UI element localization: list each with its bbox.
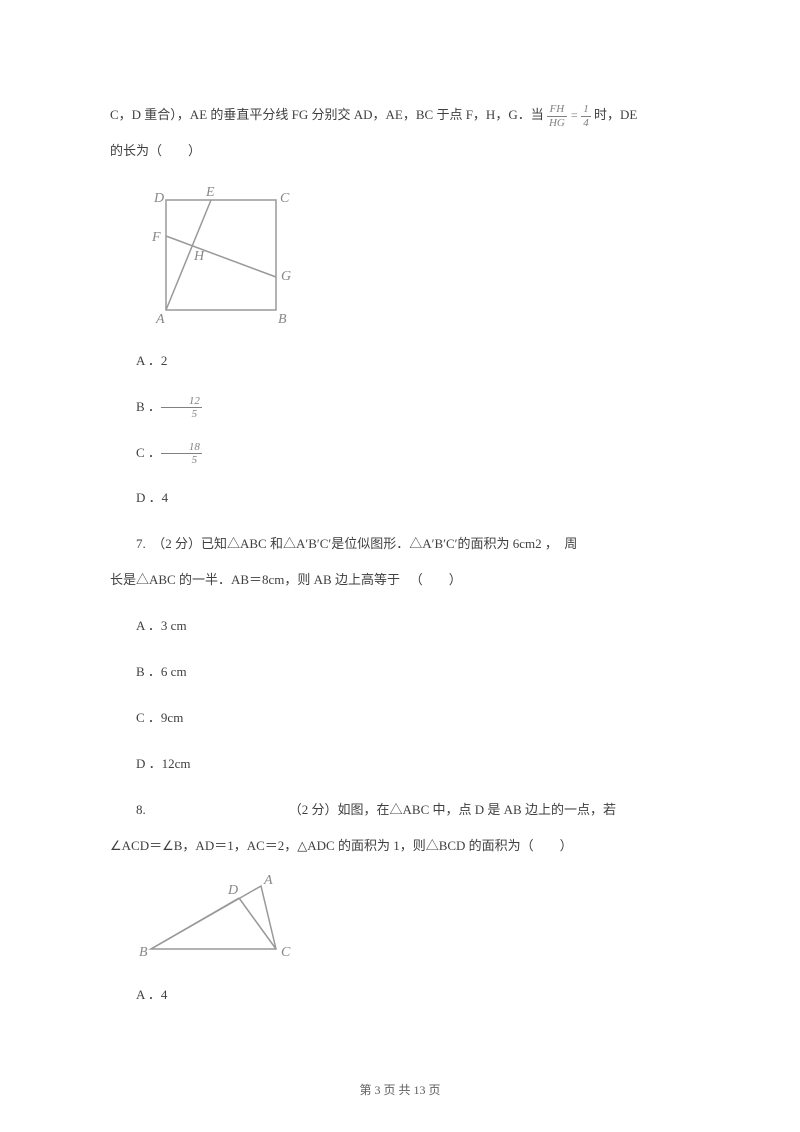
label-B: B <box>139 945 148 960</box>
q6-choice-B: B ．125 <box>110 392 690 422</box>
q8-diagram: B D A C <box>136 874 690 964</box>
q6-choice-D: D ．4 <box>110 483 690 513</box>
q6-choice-C: C ．185 <box>110 438 690 468</box>
label-F: F <box>151 230 161 245</box>
label-C: C <box>280 191 290 206</box>
label-C: C <box>281 945 291 960</box>
q6-fraction-lhs: FH HG <box>547 103 567 128</box>
q6-fraction-rhs: 1 4 <box>581 103 591 128</box>
label-A: A <box>263 874 273 888</box>
q6-line1: C，D 重合），AE 的垂直平分线 FG 分别交 AD，AE，BC 于点 F，H… <box>110 100 690 130</box>
label-A: A <box>155 312 165 327</box>
q6-B-fraction: 125 <box>161 395 202 420</box>
q8-choice-A: A ．4 <box>110 980 690 1010</box>
page-footer: 第 3 页 共 13 页 <box>0 1081 800 1098</box>
q7-line2: 长是△ABC 的一半．AB＝8cm，则 AB 边上高等于 （ ） <box>110 565 690 595</box>
q6-line2: 的长为（ ） <box>110 136 690 166</box>
q7-choice-B: B ．6 cm <box>110 657 690 687</box>
label-D: D <box>153 191 164 206</box>
q8-line2: ∠ACD＝∠B，AD＝1，AC＝2，△ADC 的面积为 1，则△BCD 的面积为… <box>110 831 690 861</box>
triangle-diagram-svg: B D A C <box>136 874 316 964</box>
q6-choice-A: A ．2 <box>110 346 690 376</box>
label-G: G <box>281 269 291 284</box>
q6-text-a: C，D 重合），AE 的垂直平分线 FG 分别交 AD，AE，BC 于点 F，H… <box>110 107 547 122</box>
q6-C-fraction: 185 <box>161 441 202 466</box>
q7-choice-D: D ．12cm <box>110 749 690 779</box>
q6-diagram: D E C F H G A B <box>136 180 690 330</box>
square-diagram-svg: D E C F H G A B <box>136 180 306 330</box>
q7-line1: 7. （2 分）已知△ABC 和△A′B′C′是位似图形．△A′B′C′的面积为… <box>110 529 690 559</box>
label-B: B <box>278 312 287 327</box>
q6-text-b: 时，DE <box>594 107 637 122</box>
label-E: E <box>205 185 215 200</box>
q8-line1: 8. （2 分）如图，在△ABC 中，点 D 是 AB 边上的一点，若 <box>110 795 690 825</box>
q6-eq: = <box>570 108 581 122</box>
page-content: C，D 重合），AE 的垂直平分线 FG 分别交 AD，AE，BC 于点 F，H… <box>0 0 800 1066</box>
q7-choice-A: A ．3 cm <box>110 611 690 641</box>
q7-choice-C: C ．9cm <box>110 703 690 733</box>
label-H: H <box>193 249 205 264</box>
label-D: D <box>227 883 238 898</box>
